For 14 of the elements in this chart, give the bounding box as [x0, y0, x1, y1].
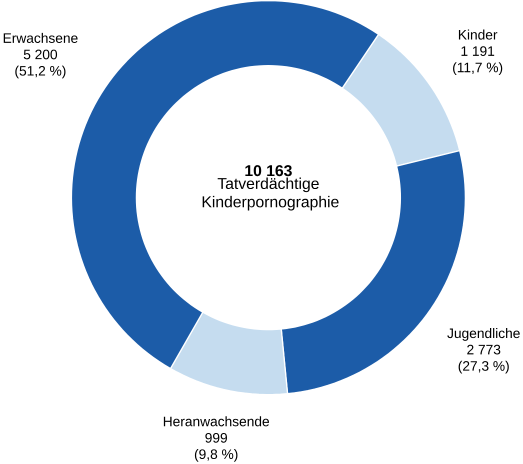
text: Tatverdächtige Kinderpornographie [202, 177, 339, 210]
data-label: 999 [205, 432, 227, 443]
slice-label: Erwachsene [4, 32, 78, 43]
data-label: 1 191 [462, 46, 494, 56]
text: (51,2 %) [15, 65, 66, 78]
data-label: 2 773 [467, 344, 500, 354]
text: (27,3 %) [458, 360, 509, 374]
slice-label: Kinder [458, 29, 498, 40]
slice-label: Heranwachsende [164, 416, 270, 426]
data-label: 5 200 [24, 49, 58, 60]
text: 10 163 [245, 164, 292, 176]
text: (11,7 %) [453, 62, 502, 75]
text: (9,8 %) [194, 448, 238, 462]
slice-label: Jugendliche [447, 328, 520, 341]
